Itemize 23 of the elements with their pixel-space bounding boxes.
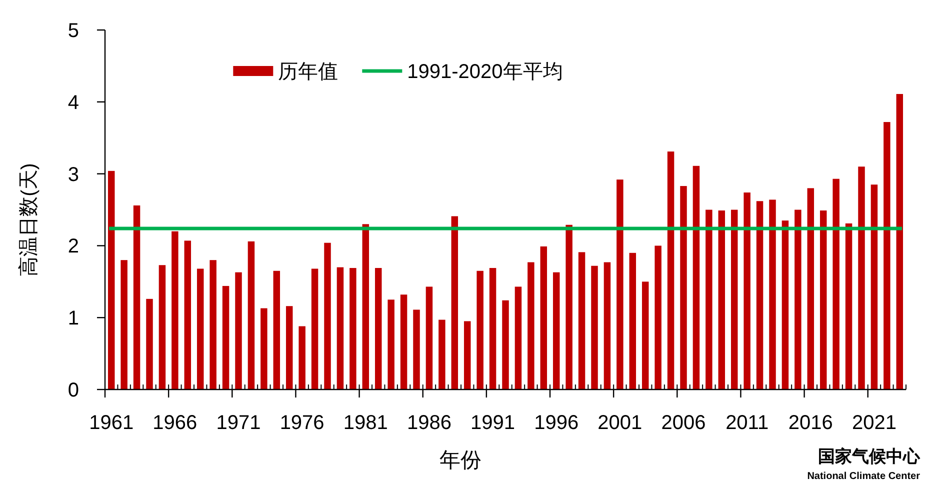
legend-label: 历年值 <box>278 61 338 83</box>
x-tick-label: 1966 <box>152 412 198 434</box>
y-tick-label: 3 <box>68 164 79 186</box>
x-tick-label: 2021 <box>852 412 896 434</box>
x-axis-title: 年份 <box>440 449 482 472</box>
y-axis-title: 高温日数(天) <box>17 163 40 276</box>
x-tick-label: 1991 <box>470 412 516 434</box>
y-tick-label: 5 <box>68 20 79 42</box>
x-tick-label: 1961 <box>89 412 134 434</box>
y-tick-label: 2 <box>68 236 79 258</box>
x-tick-label: 2016 <box>788 412 833 434</box>
x-tick-label: 2011 <box>726 412 769 434</box>
y-tick-label: 4 <box>68 92 79 114</box>
y-tick-label: 0 <box>68 380 79 402</box>
x-tick-label: 1986 <box>406 412 452 434</box>
legend-label: 1991-2020年平均 <box>407 61 563 83</box>
x-tick-label: 1976 <box>280 412 324 434</box>
x-tick-label: 1996 <box>534 412 579 434</box>
x-tick-label: 1971 <box>216 412 261 434</box>
x-tick-label: 1981 <box>343 412 388 434</box>
x-tick-label: 2001 <box>598 412 642 434</box>
x-tick-label: 2006 <box>661 412 706 434</box>
y-tick-label: 1 <box>68 308 79 330</box>
